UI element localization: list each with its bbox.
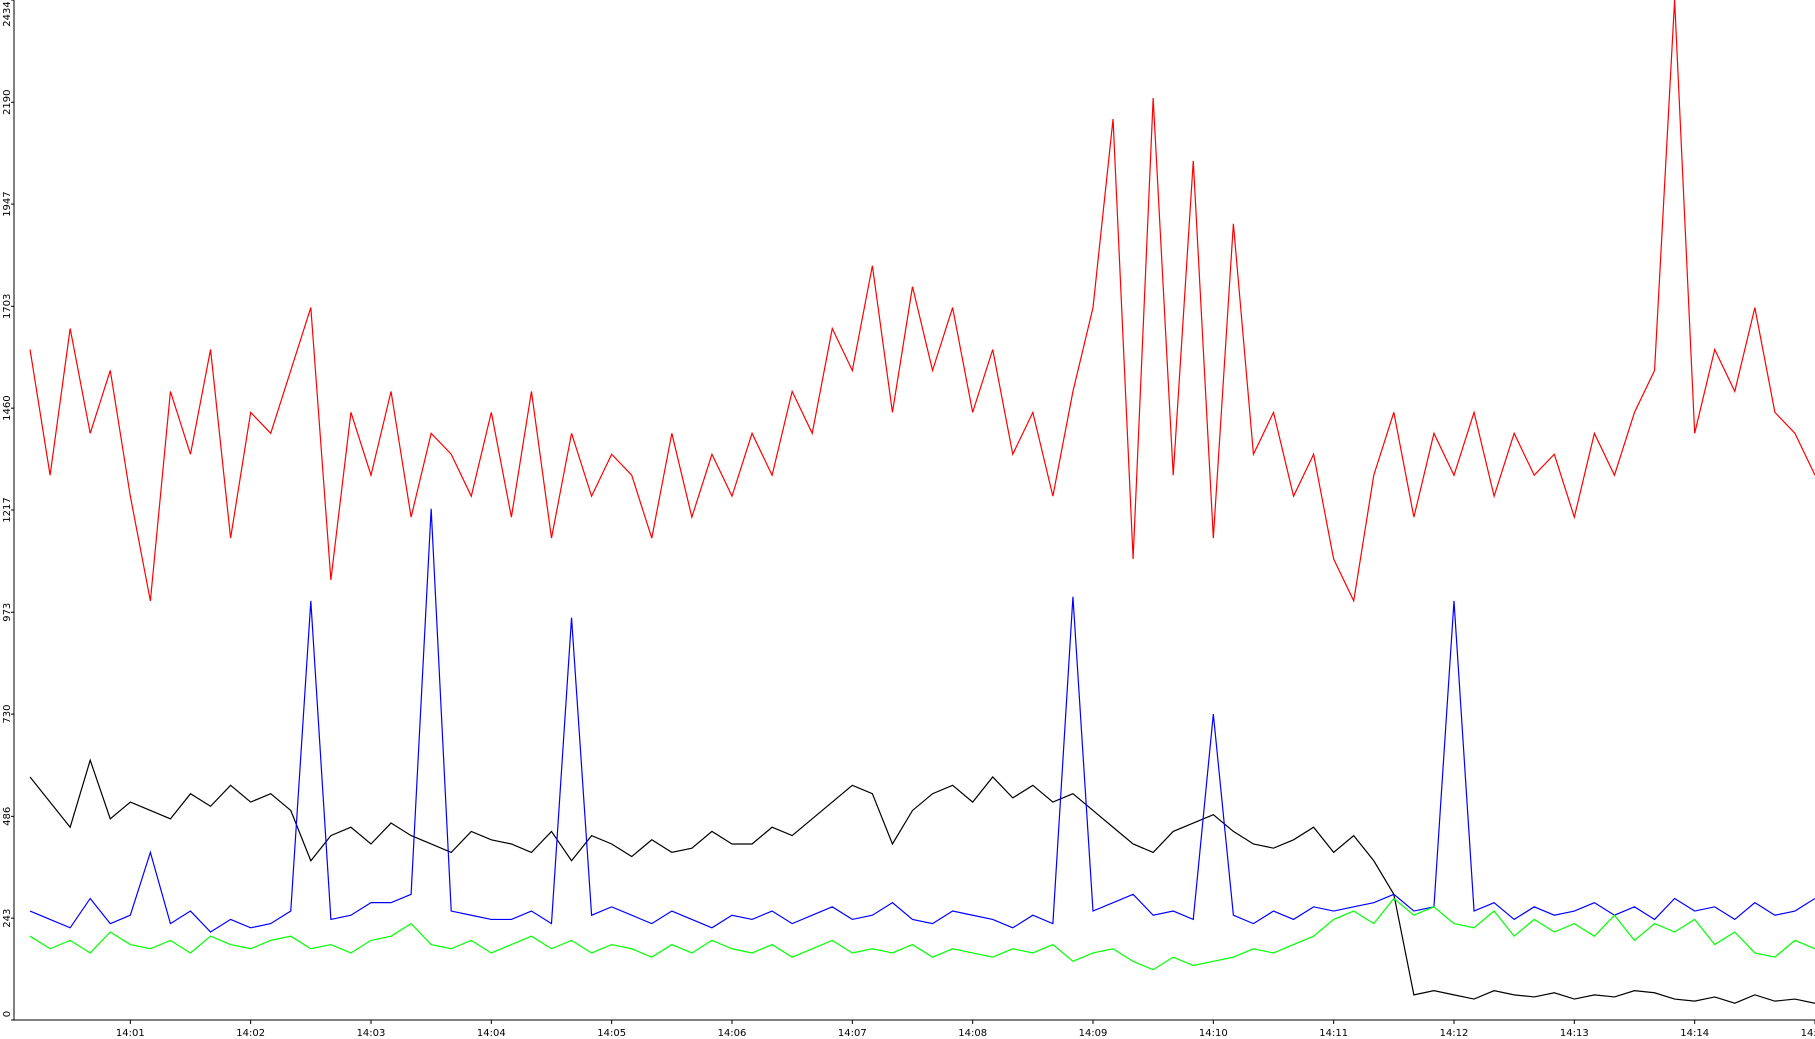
x-tick-label: 14:09 (1079, 1028, 1108, 1039)
x-tick-label: 14:04 (477, 1028, 506, 1039)
y-tick-label: 1217 (2, 497, 13, 522)
x-tick-label: 14:02 (236, 1028, 265, 1039)
x-tick-label: 14:03 (357, 1028, 386, 1039)
y-tick-label: 1703 (2, 294, 13, 319)
x-tick-label: 14:10 (1199, 1028, 1228, 1039)
x-tick-label: 14:11 (1319, 1028, 1348, 1039)
x-tick-label: 14:01 (116, 1028, 145, 1039)
y-tick-label: 486 (2, 807, 13, 826)
x-tick-label: 14:07 (838, 1028, 867, 1039)
x-tick-label: 14:15 (1801, 1028, 1815, 1039)
y-tick-label: 730 (2, 705, 13, 724)
x-tick-label: 14:08 (958, 1028, 987, 1039)
y-tick-label: 2190 (2, 90, 13, 115)
y-tick-label: 1947 (2, 191, 13, 216)
x-tick-label: 14:14 (1680, 1028, 1709, 1039)
x-tick-label: 14:06 (718, 1028, 747, 1039)
series-line (29, 758, 1815, 1004)
series-line (29, 508, 1815, 933)
y-tick-label: 973 (2, 603, 13, 622)
y-tick-label: 2434 (2, 1, 13, 26)
x-tick-label: 14:05 (597, 1028, 626, 1039)
y-tick-label: 0 (2, 1011, 13, 1017)
x-tick-label: 14:12 (1440, 1028, 1469, 1039)
series-line (29, 897, 1815, 971)
y-tick-label: 243 (2, 909, 13, 928)
y-tick-label: 1460 (2, 395, 13, 420)
x-tick-label: 14:13 (1560, 1028, 1589, 1039)
series-line (29, 0, 1815, 603)
